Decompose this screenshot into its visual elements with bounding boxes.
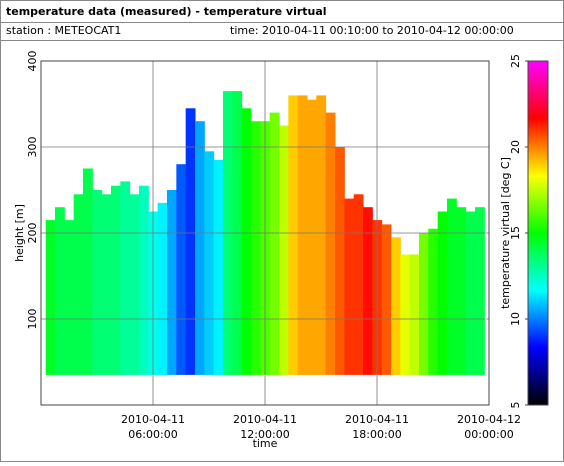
- heat-column: [279, 125, 289, 375]
- time-range: time: 2010-04-11 00:10:00 to 2010-04-12 …: [230, 24, 514, 37]
- heat-column: [363, 207, 373, 375]
- heat-column: [129, 194, 140, 375]
- heat-column: [269, 112, 280, 375]
- heat-column: [120, 181, 131, 375]
- heat-column: [213, 159, 224, 375]
- heat-column: [437, 211, 448, 375]
- heat-column: [456, 207, 467, 375]
- colorbar-tick-label: 25: [509, 54, 522, 68]
- heat-column: [447, 198, 457, 375]
- colorbar: [527, 60, 549, 406]
- y-tick-label: 200: [26, 223, 39, 244]
- y-tick-label: 100: [26, 309, 39, 330]
- heat-column: [297, 95, 308, 375]
- heat-column: [83, 168, 93, 375]
- heat-column: [204, 151, 215, 375]
- heat-column: [475, 207, 485, 375]
- x-tick-label: 2010-04-11 18:00:00: [345, 413, 409, 441]
- station: station : METEOCAT1: [6, 24, 121, 37]
- heat-column: [465, 211, 476, 375]
- heat-column: [316, 95, 327, 375]
- heat-column: [400, 254, 411, 375]
- heat-column: [111, 185, 121, 375]
- heat-column: [157, 202, 168, 375]
- heat-column: [251, 121, 261, 375]
- y-tick-label: 300: [26, 137, 39, 158]
- heat-column: [409, 254, 420, 375]
- x-axis-label: time: [253, 437, 278, 450]
- heat-column: [241, 108, 252, 375]
- heat-column: [101, 194, 112, 375]
- plot-border: [40, 60, 490, 406]
- x-tick-label: 2010-04-12 00:00:00: [457, 413, 521, 441]
- heat-column: [288, 95, 299, 375]
- heat-column: [55, 207, 65, 375]
- heat-column: [391, 237, 401, 375]
- heat-column: [353, 194, 364, 375]
- heat-column: [381, 224, 392, 375]
- colorbar-tick-label: 15: [509, 226, 522, 240]
- colorbar-tick-label: 5: [509, 402, 522, 409]
- heat-column: [344, 198, 355, 375]
- heat-column: [45, 220, 56, 375]
- y-tick-label: 400: [26, 51, 39, 72]
- heat-column: [307, 99, 317, 375]
- heat-column: [185, 108, 196, 375]
- x-tick-label: 2010-04-11 12:00:00: [233, 413, 297, 441]
- heat-column: [325, 112, 336, 375]
- heat-column: [64, 220, 75, 375]
- heat-column: [139, 185, 149, 375]
- x-tick-label: 2010-04-11 06:00:00: [121, 413, 185, 441]
- colorbar-tick-label: 20: [509, 140, 522, 154]
- heat-column: [73, 194, 84, 375]
- heat-column: [335, 147, 345, 375]
- colorbar-tick-label: 10: [509, 312, 522, 326]
- heat-column: [195, 121, 205, 375]
- heat-column: [428, 228, 439, 375]
- heat-column: [92, 190, 103, 375]
- heat-column: [419, 233, 429, 375]
- heat-column: [167, 190, 177, 375]
- heat-column: [176, 164, 187, 375]
- colorbar-label: temperature virtual [deg C]: [499, 157, 512, 309]
- y-axis-label: height [m]: [13, 204, 26, 262]
- chart-title: temperature data (measured) - temperatur…: [6, 5, 327, 18]
